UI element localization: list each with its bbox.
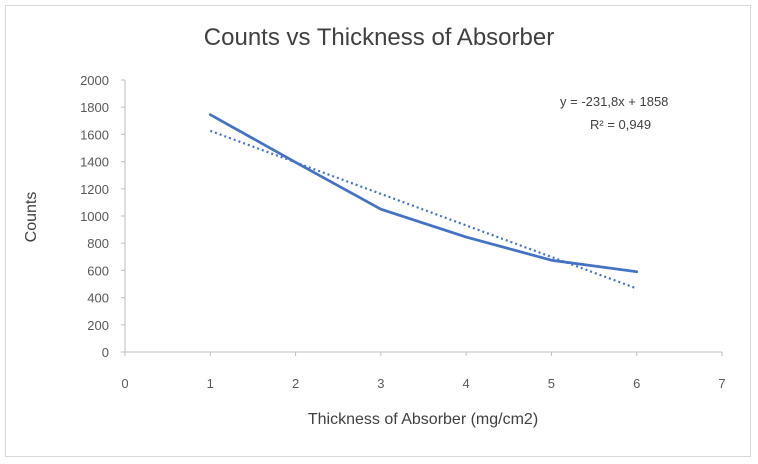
x-axis-label: Thickness of Absorber (mg/cm2) [307,411,539,428]
x-tick-label: 0 [121,376,128,391]
y-tick-label: 1600 [80,127,109,142]
chart-frame [5,5,751,457]
chart-title: Counts vs Thickness of Absorber [203,24,555,51]
x-tick-label: 3 [377,376,384,391]
y-tick-label: 1000 [80,209,109,224]
x-tick-label: 7 [718,376,725,391]
y-tick-label: 2000 [80,73,109,88]
series-line [208,113,639,274]
trendline-equation: y = -231,8x + 1858 [560,94,669,109]
y-tick-label: 200 [87,318,109,333]
trendline [209,129,638,290]
y-tick-label: 800 [87,236,109,251]
y-tick-label: 600 [87,263,109,278]
trendline-r-squared: R² = 0,949 [590,117,652,132]
y-tick-label: 0 [102,345,109,360]
x-tick-label: 6 [633,376,640,391]
y-tick-label: 1200 [80,182,109,197]
y-tick-label: 1400 [80,155,109,170]
y-tick-label: 400 [87,291,109,306]
x-tick-label: 1 [207,376,214,391]
x-tick-label: 5 [548,376,555,391]
x-tick-label: 2 [292,376,299,391]
y-tick-label: 1800 [80,100,109,115]
x-tick-label: 4 [463,376,470,391]
